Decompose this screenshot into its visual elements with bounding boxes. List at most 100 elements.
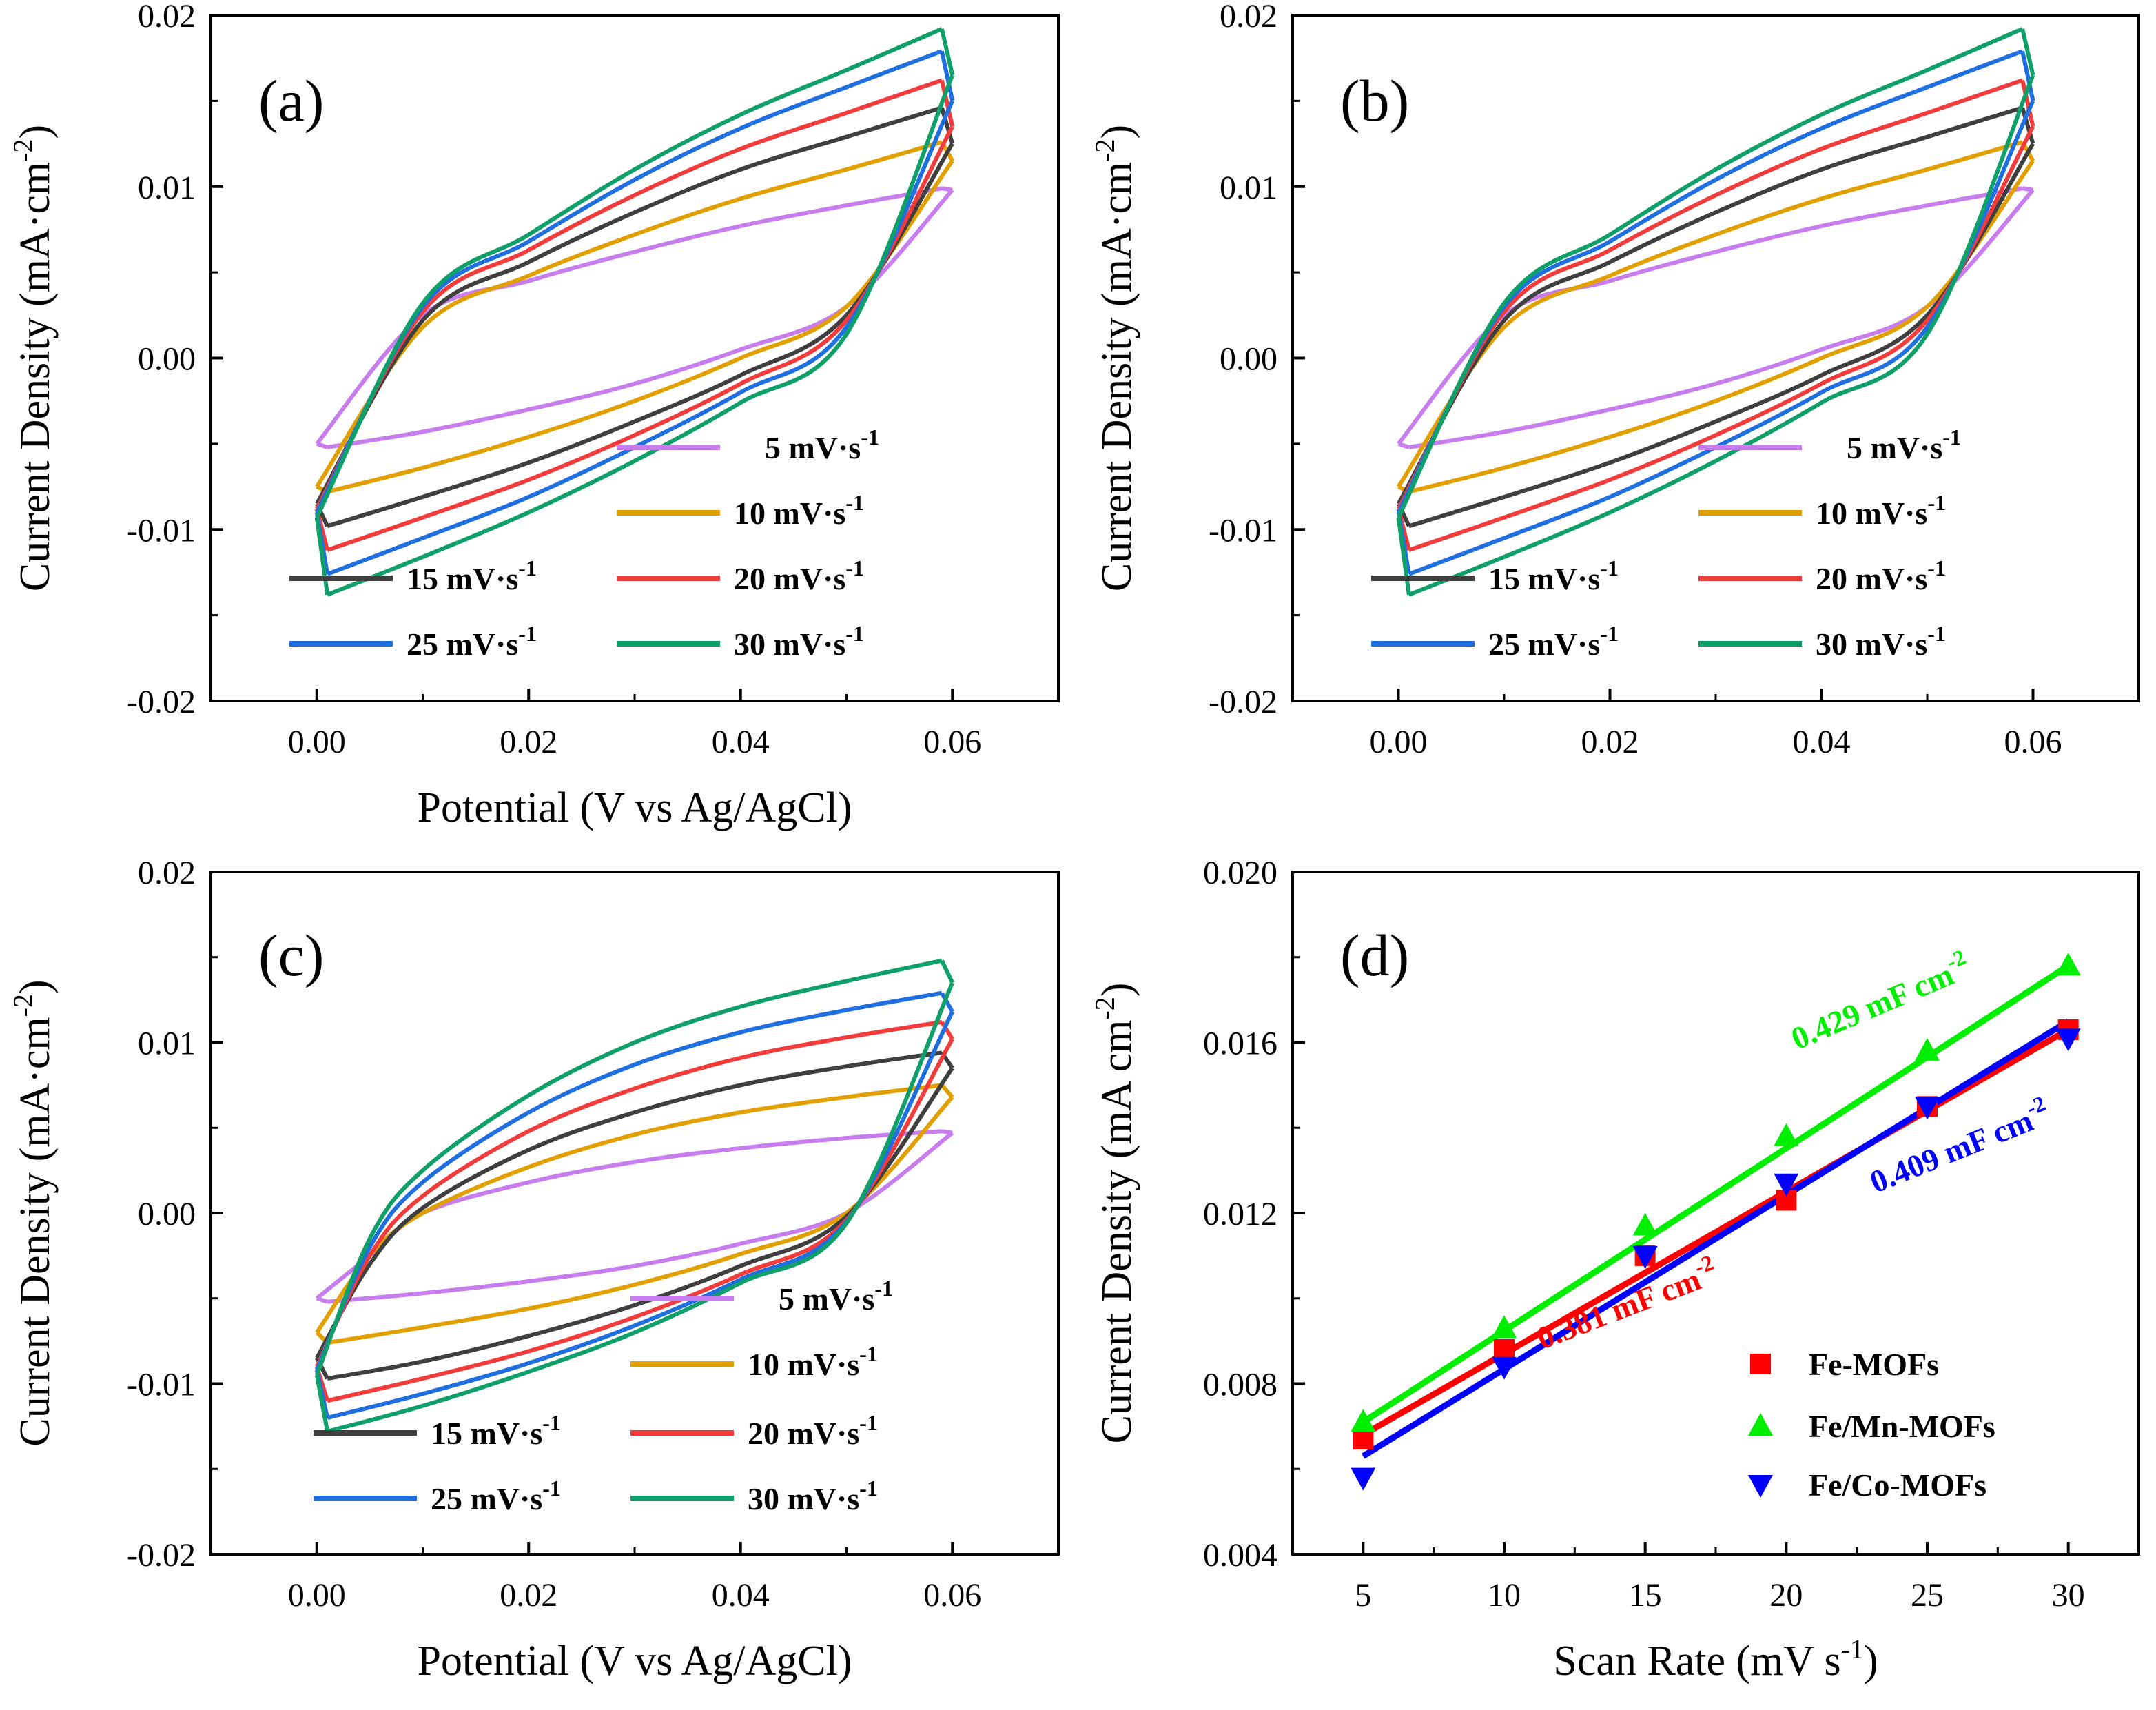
x-tick-label: 5: [1355, 1577, 1371, 1614]
legend-label-text: 5 mV·s: [779, 1281, 874, 1316]
series-line-5: [1397, 442, 1410, 449]
y-tick-label: 0.008: [1203, 1367, 1277, 1403]
legend-label-sup: -1: [859, 1410, 878, 1435]
chart-panel-3: 5 10 15 20 25 30 0.004 0.008 0.012 0.016 0.020 (d) C…: [1089, 855, 2140, 1684]
data-point-2-0: [1351, 1467, 1376, 1491]
legend-marker-2: [1748, 1475, 1773, 1498]
legend-label-sup: -1: [542, 1410, 561, 1435]
legend-label-text: 15 mV·s: [407, 561, 518, 596]
series-line-30: [314, 1374, 330, 1432]
data-point-2-2: [1632, 1245, 1658, 1269]
y-axis-label: Current Density (mA·cm-2): [8, 979, 59, 1446]
legend-label-sup: -1: [542, 1476, 561, 1500]
x-tick-label: 0.06: [923, 724, 981, 760]
series-line-20: [327, 125, 954, 552]
legend-label-text: 25 mV·s: [407, 627, 518, 662]
y-axis-label: Current Density (mA·cm-2): [1089, 125, 1140, 591]
x-tick-label: 25: [1911, 1577, 1944, 1614]
legend-label-2: Fe/Co-MOFs: [1809, 1467, 1986, 1503]
legend-label-sup: -1: [1942, 425, 1961, 449]
y-tick-label: 0.012: [1203, 1196, 1277, 1232]
y-tick-label: 0.02: [138, 855, 196, 891]
y-axis-label-close: ): [12, 979, 59, 994]
legend-label-10: 10 mV·s-1: [1816, 490, 1946, 531]
data-point-1-0: [1351, 1409, 1376, 1432]
series-line-15: [315, 1050, 943, 1359]
series-line-30: [940, 959, 954, 984]
legend-label-30: 30 mV·s-1: [734, 621, 864, 662]
y-axis-label-text: Current Density (mA·cm: [1094, 162, 1140, 591]
x-tick-label: 20: [1769, 1577, 1803, 1614]
legend-label-1: Fe/Mn-MOFs: [1809, 1409, 1995, 1444]
y-axis-label-close: ): [1094, 983, 1140, 997]
legend-label-text: 30 mV·s: [734, 627, 845, 662]
y-tick-label: -0.02: [1209, 684, 1277, 720]
x-tick-label: 0.04: [712, 724, 770, 760]
y-tick-label: 0.00: [138, 1196, 196, 1232]
legend-label-text: 20 mV·s: [748, 1416, 859, 1451]
x-tick-label: 0.04: [1793, 724, 1851, 760]
series-line-15: [939, 107, 955, 145]
data-point-1-3: [1774, 1123, 1799, 1146]
legend-label-text: 15 mV·s: [431, 1416, 542, 1451]
legend-label-20: 20 mV·s-1: [748, 1410, 878, 1451]
data-point-2-4: [1915, 1097, 1940, 1120]
legend-label-text: 25 mV·s: [1488, 627, 1600, 662]
series-line-20: [940, 1021, 954, 1041]
data-point-1-5: [2055, 953, 2081, 976]
y-tick-label: 0.00: [1220, 341, 1277, 378]
y-axis-label-sup: -2: [8, 139, 39, 162]
legend-label-20: 20 mV·s-1: [1816, 556, 1946, 596]
slope-label-0: 0.381 mF cm-2: [1530, 1250, 1723, 1356]
x-axis-label: Scan Rate (mV s-1): [1553, 1633, 1878, 1684]
x-tick-label: 0.00: [288, 724, 346, 760]
y-tick-label: 0.00: [138, 341, 196, 378]
data-point-0-1: [1494, 1339, 1515, 1360]
x-tick-label: 0.06: [923, 1577, 981, 1614]
series-line-10: [327, 159, 954, 494]
y-tick-label: -0.01: [1209, 512, 1277, 549]
series-line-5: [941, 186, 953, 192]
chart-panel-1: 0.00 0.02 0.04 0.06 -0.02 -0.01 0.00 0.01 0.02 (b…: [1089, 0, 2140, 760]
y-tick-label: -0.02: [127, 1537, 196, 1574]
data-point-1-1: [1492, 1315, 1517, 1339]
series-line-30: [1396, 517, 1411, 596]
series-line-5: [941, 1129, 953, 1135]
legend-label-text: 10 mV·s: [1816, 496, 1927, 531]
x-tick-label: 0.06: [2004, 724, 2062, 760]
legend-label-15: 15 mV·s-1: [407, 556, 537, 596]
chart-panel-2: 0.00 0.02 0.04 0.06 -0.02 -0.01 0.00 0.01 0.02 (c…: [8, 855, 1060, 1684]
legend-label-15: 15 mV·s-1: [431, 1410, 561, 1451]
series-line-30: [1396, 27, 2024, 519]
legend-label-sup: -1: [518, 556, 537, 580]
legend-label-text: 10 mV·s: [734, 496, 845, 531]
series-line-25: [940, 992, 954, 1013]
legend-label-25: 25 mV·s-1: [1488, 621, 1619, 662]
legend-label-10: 10 mV·s-1: [734, 490, 864, 531]
series-line-5: [2022, 186, 2033, 192]
data-point-0-0: [1353, 1428, 1374, 1449]
legend-label-sup: -1: [518, 621, 537, 646]
panel-tag: (c): [258, 922, 324, 988]
chart-panel-0: 0.00 0.02 0.04 0.06 -0.02 -0.01 0.00 0.01 0.02 (a…: [8, 0, 1060, 831]
legend-label-10: 10 mV·s-1: [748, 1341, 878, 1382]
x-tick-label: 0.02: [1581, 724, 1639, 760]
y-axis-label-close: ): [1094, 125, 1140, 139]
series-line-30: [2020, 28, 2035, 76]
legend-label-sup: -1: [1927, 490, 1946, 515]
fit-line-1: [1361, 963, 2071, 1425]
legend-label-sup: -1: [859, 1476, 878, 1500]
series-line-20: [1408, 125, 2035, 552]
series-line-15: [1396, 105, 2023, 505]
x-axis-label: Potential (V vs Ag/AgCl): [418, 784, 852, 831]
legend-label-text: 5 mV·s: [765, 430, 861, 465]
y-tick-label: 0.02: [138, 0, 196, 34]
legend-label-5: 5 mV·s-1: [779, 1276, 893, 1316]
x-tick-label: 0.02: [500, 1577, 557, 1614]
x-tick-label: 0.00: [1370, 724, 1428, 760]
x-axis-label-close: ): [1864, 1638, 1878, 1684]
y-tick-label: 0.02: [1220, 0, 1277, 34]
plot-frame: [1291, 14, 2140, 702]
legend-label-20: 20 mV·s-1: [734, 556, 864, 596]
y-axis-label-text: Current Density (mA·cm: [12, 1017, 59, 1446]
